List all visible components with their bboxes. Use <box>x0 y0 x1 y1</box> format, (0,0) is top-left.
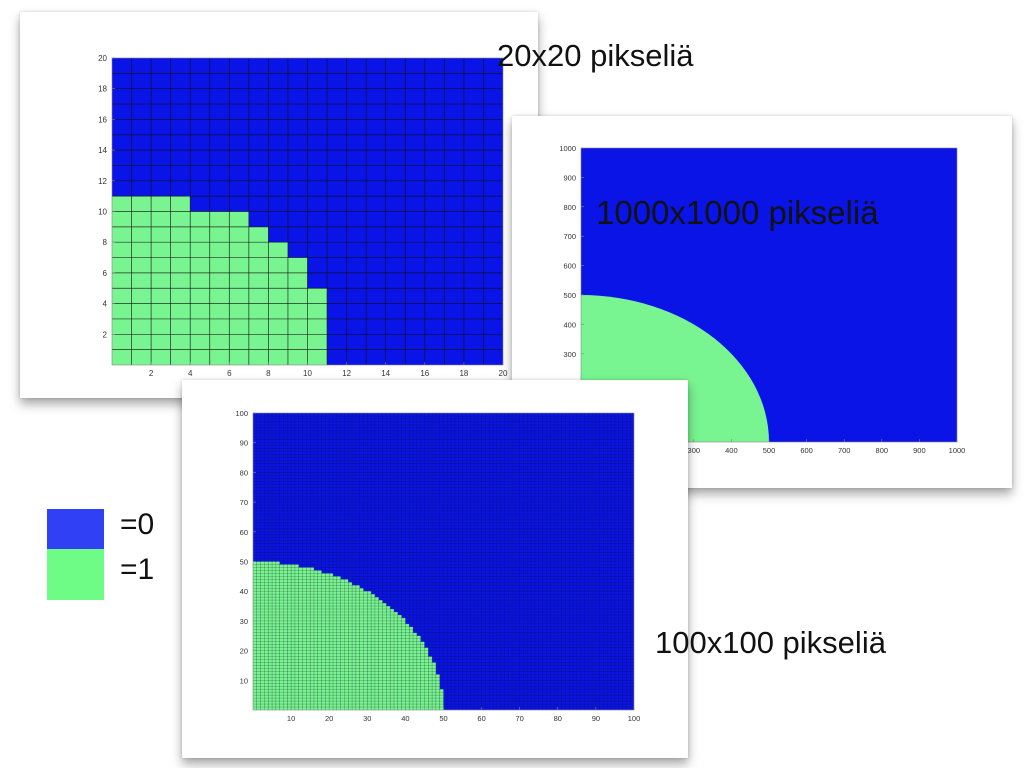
figure-card-100x100: 10 20 30 40 50 60 70 80 90 100 10 20 30 40 50 60 70 80 90 1… <box>182 380 688 758</box>
x-tick-label: 8 <box>266 369 271 378</box>
cell-grid-lines <box>253 413 634 710</box>
x-tick-label: 400 <box>725 446 738 455</box>
x-tick-label: 800 <box>876 446 889 455</box>
y-tick-label: 20 <box>240 647 248 656</box>
one-column-50 <box>439 689 444 710</box>
x-tick-label: 30 <box>363 714 371 723</box>
cell-grid-lines <box>112 58 503 365</box>
y-tick-label: 70 <box>240 498 248 507</box>
one-column-29 <box>359 588 364 710</box>
y-tick-label: 90 <box>240 439 248 448</box>
x-tick-label: 70 <box>516 714 524 723</box>
x-tick-label: 60 <box>477 714 485 723</box>
y-tick-label: 16 <box>98 115 107 124</box>
y-tick-label: 30 <box>240 617 248 626</box>
one-column-45 <box>420 641 425 710</box>
legend-label-zero: =0 <box>120 508 155 541</box>
one-column-3 <box>151 196 171 365</box>
one-column-10 <box>287 564 292 710</box>
y-tick-label: 500 <box>563 291 576 300</box>
y-tick-label: 400 <box>563 320 576 329</box>
y-tick-label: 2 <box>103 330 108 339</box>
caption-1000x1000: 1000x1000 pikseliä <box>596 194 879 231</box>
y-tick-label: 6 <box>103 269 108 278</box>
one-column-11 <box>307 288 328 365</box>
x-tick-label: 1000 <box>949 446 966 455</box>
x-tick-label: 10 <box>287 714 295 723</box>
x-tick-label: 900 <box>913 446 926 455</box>
x-tick-label: 4 <box>188 369 193 378</box>
y-tick-label: 8 <box>103 238 108 247</box>
one-column-34 <box>378 600 383 710</box>
one-column-1 <box>112 196 132 365</box>
y-tick-label: 20 <box>98 54 107 63</box>
x-tick-label: 20 <box>325 714 333 723</box>
x-tick-label: 90 <box>592 714 600 723</box>
y-tick-label: 4 <box>103 300 108 309</box>
x-tick-label: 12 <box>342 369 351 378</box>
one-column-4 <box>170 196 191 365</box>
one-column-9 <box>283 564 288 710</box>
one-column-32 <box>371 594 375 710</box>
x-tick-label: 80 <box>554 714 562 723</box>
x-tick-label: 500 <box>763 446 776 455</box>
y-tick-label: 300 <box>563 350 576 359</box>
heatmap-20x20: 2 4 6 8 10 12 14 16 18 20 2 4 6 8 10 12 14 16 18 20 <box>98 54 508 378</box>
one-column-44 <box>416 635 421 710</box>
heatmap-100x100: 10 20 30 40 50 60 70 80 90 100 10 20 30 40 50 60 70 80 90 1… <box>235 409 641 723</box>
x-tick-label: 10 <box>303 369 312 378</box>
one-column-46 <box>424 647 429 710</box>
y-tick-label: 80 <box>240 468 248 477</box>
x-tick-label: 40 <box>401 714 409 723</box>
y-tick-label: 18 <box>98 85 107 94</box>
x-tick-label: 6 <box>227 369 232 378</box>
x-tick-label: 18 <box>459 369 468 378</box>
x-tick-label: 50 <box>439 714 447 723</box>
one-column-36 <box>386 606 391 710</box>
legend-swatch-one <box>47 549 104 600</box>
caption-100x100: 100x100 pikseliä <box>655 625 886 660</box>
y-tick-label: 100 <box>235 409 248 418</box>
x-tick-label: 14 <box>381 369 390 378</box>
y-tick-label: 60 <box>240 528 248 537</box>
one-column-2 <box>131 196 152 365</box>
one-column-38 <box>393 611 398 710</box>
legend-swatch-zero <box>47 509 104 549</box>
y-tick-label: 10 <box>240 676 248 685</box>
one-column-10 <box>287 257 308 365</box>
y-tick-label: 600 <box>563 262 576 271</box>
y-tick-label: 1000 <box>559 144 576 153</box>
one-column-41 <box>405 623 410 710</box>
one-column-11 <box>291 564 295 710</box>
y-tick-label: 700 <box>563 232 576 241</box>
one-column-22 <box>333 576 337 710</box>
y-tick-label: 14 <box>98 146 107 155</box>
x-tick-label: 700 <box>838 446 851 455</box>
one-column-40 <box>401 617 406 710</box>
one-column-8 <box>248 226 269 365</box>
y-tick-label: 40 <box>240 587 248 596</box>
caption-20x20: 20x20 pikseliä <box>497 38 694 73</box>
x-tick-label: 300 <box>688 446 701 455</box>
figure-card-20x20: 2 4 6 8 10 12 14 16 18 20 2 4 6 8 10 12 14 16 18 20 <box>20 12 538 398</box>
one-column-18 <box>317 570 322 710</box>
y-tick-label: 50 <box>240 558 248 567</box>
one-column-17 <box>313 570 318 710</box>
x-tick-label: 16 <box>420 369 429 378</box>
y-tick-label: 10 <box>98 208 107 217</box>
one-column-23 <box>336 576 341 710</box>
one-column-26 <box>348 582 353 710</box>
x-tick-label: 2 <box>149 369 154 378</box>
one-column-8 <box>279 564 284 710</box>
y-tick-label: 12 <box>98 177 107 186</box>
x-tick-label: 100 <box>628 714 641 723</box>
legend-label-one: =1 <box>120 553 155 586</box>
x-tick-label: 20 <box>499 369 508 378</box>
x-tick-label: 600 <box>800 446 813 455</box>
one-column-12 <box>294 564 299 710</box>
y-tick-label: 800 <box>563 203 576 212</box>
y-tick-label: 900 <box>563 173 576 182</box>
